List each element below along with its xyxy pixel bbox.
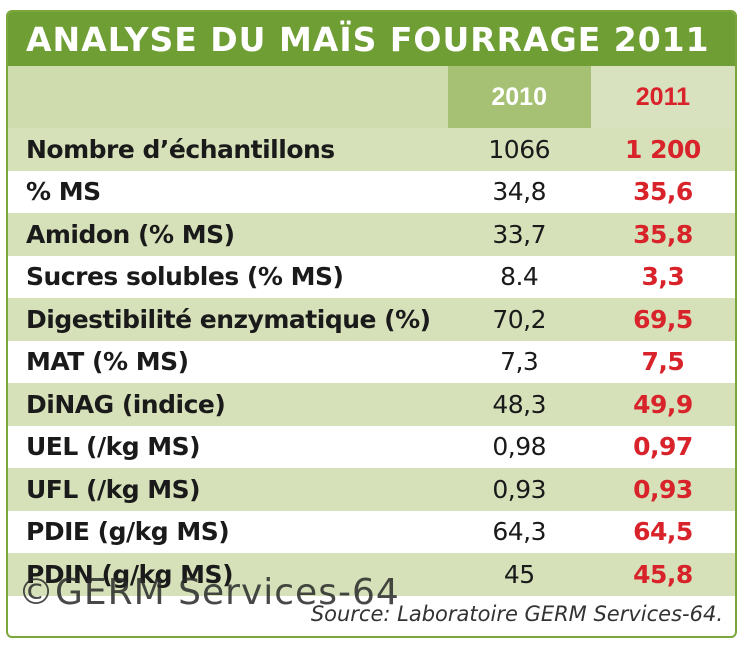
value-2011: 0,93: [633, 474, 693, 504]
table-row: Digestibilité enzymatique (%) 70,2 69,5: [8, 298, 735, 341]
value-2011: 7,5: [641, 347, 685, 377]
value-2011: 35,6: [633, 177, 693, 207]
value-2010: 7,3: [500, 347, 539, 377]
row-label: Amidon (% MS): [26, 219, 235, 249]
table-row: Amidon (% MS) 33,7 35,8: [8, 213, 735, 256]
value-2010: 8.4: [500, 262, 539, 292]
value-2010: 0,93: [492, 474, 547, 504]
row-label: DiNAG (indice): [26, 389, 226, 419]
value-2011: 3,3: [641, 262, 685, 292]
column-header-2010: 2010: [491, 82, 547, 111]
header-label-cell: [8, 66, 448, 128]
value-2010: 33,7: [492, 219, 547, 249]
data-table-card: ANALYSE DU MAÏS FOURRAGE 2011 2010 2011 …: [6, 10, 737, 638]
header-2010-cell: 2010: [447, 66, 591, 128]
source-note: Source: Laboratoire GERM Services-64.: [310, 602, 723, 626]
title-bar: ANALYSE DU MAÏS FOURRAGE 2011: [8, 12, 735, 66]
row-label: PDIN (g/kg MS): [26, 559, 233, 589]
row-label: UEL (/kg MS): [26, 432, 201, 462]
value-2011: 45,8: [633, 559, 693, 589]
value-2011: 69,5: [633, 304, 693, 334]
row-label: MAT (% MS): [26, 347, 189, 377]
row-label: UFL (/kg MS): [26, 474, 201, 504]
value-2010: 1066: [488, 134, 551, 164]
table-row: MAT (% MS) 7,3 7,5: [8, 340, 735, 383]
table-row: UEL (/kg MS) 0,98 0,97: [8, 425, 735, 468]
table-header-row: 2010 2011: [8, 66, 735, 128]
table-row: Sucres solubles (% MS) 8.4 3,3: [8, 255, 735, 298]
table-row: PDIE (g/kg MS) 64,3 64,5: [8, 510, 735, 553]
value-2011: 1 200: [625, 134, 701, 164]
value-2011: 35,8: [633, 219, 693, 249]
value-2011: 49,9: [633, 389, 693, 419]
value-2010: 64,3: [492, 517, 547, 547]
row-label: Nombre d’échantillons: [26, 134, 335, 164]
table-row: Nombre d’échantillons 1066 1 200: [8, 128, 735, 171]
value-2011: 64,5: [633, 517, 693, 547]
value-2010: 45: [503, 559, 535, 589]
value-2010: 0,98: [492, 432, 547, 462]
table-row: PDIN (g/kg MS) 45 45,8: [8, 553, 735, 596]
header-2011-cell: 2011: [590, 66, 735, 128]
table-row: DiNAG (indice) 48,3 49,9: [8, 383, 735, 426]
value-2011: 0,97: [633, 432, 693, 462]
row-label: % MS: [26, 177, 101, 207]
table-title: ANALYSE DU MAÏS FOURRAGE 2011: [26, 19, 710, 59]
value-2010: 70,2: [492, 304, 547, 334]
table-row: UFL (/kg MS) 0,93 0,93: [8, 468, 735, 511]
value-2010: 48,3: [492, 389, 547, 419]
table-row: % MS 34,8 35,6: [8, 170, 735, 213]
column-header-2011: 2011: [635, 82, 691, 111]
table-body: Nombre d’échantillons 1066 1 200 % MS 34…: [8, 128, 735, 596]
row-label: Sucres solubles (% MS): [26, 262, 344, 292]
value-2010: 34,8: [492, 177, 547, 207]
row-label: Digestibilité enzymatique (%): [26, 304, 431, 334]
copyright-watermark: ©GERM Services-64: [18, 572, 400, 613]
row-label: PDIE (g/kg MS): [26, 517, 230, 547]
